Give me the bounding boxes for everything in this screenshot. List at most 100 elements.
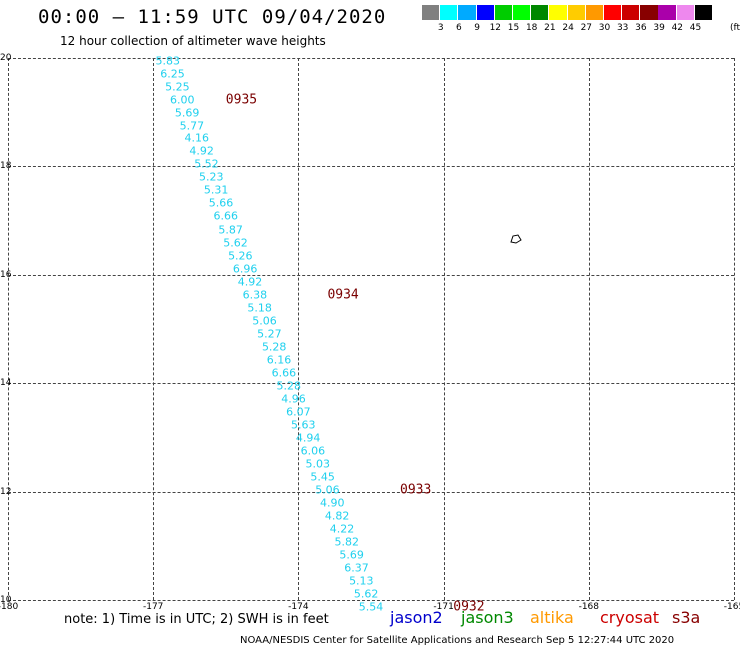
wave-height-point: 4.22 [329, 522, 355, 536]
legend-swatch [603, 5, 622, 20]
wave-height-point: 4.94 [295, 431, 321, 445]
satellite-legend-jason3: jason3 [461, 608, 514, 627]
wave-height-point: 5.18 [247, 301, 272, 315]
wave-height-point: 5.31 [203, 183, 229, 197]
grid-line-parallel [8, 491, 734, 493]
latitude-tick-label: 12 [0, 486, 12, 497]
wave-height-point: 4.96 [281, 392, 306, 406]
longitude-tick-label: -171 [433, 602, 454, 612]
legend-swatch [422, 5, 440, 20]
wave-height-point: 5.83 [155, 54, 180, 68]
longitude-tick-label: -177 [142, 602, 164, 612]
wave-height-point: 5.66 [208, 196, 234, 210]
legend-swatch [585, 5, 603, 20]
latitude-tick-label: 20 [0, 53, 12, 63]
wave-height-point: 4.92 [237, 275, 263, 289]
units-note: note: 1) Time is in UTC; 2) SWH is in fe… [64, 612, 329, 627]
legend-level-label: 15 [507, 23, 520, 33]
satellite-legend-jason2: jason2 [390, 608, 443, 627]
wave-height-point: 5.62 [223, 236, 248, 250]
legend-swatch [494, 5, 513, 20]
wave-height-point: 5.69 [174, 106, 200, 120]
legend-swatches [422, 5, 713, 20]
longitude-tick-label: -180 [0, 602, 19, 612]
pass-time-label: 0935 [225, 92, 258, 108]
wave-height-point: 5.06 [252, 314, 277, 328]
legend-swatch [512, 5, 531, 20]
wave-height-point: 5.27 [257, 327, 282, 341]
latitude-tick-label: 18 [0, 161, 12, 172]
grid-line-parallel [8, 166, 734, 168]
longitude-tick-label: -165 [723, 602, 740, 612]
legend-level-label: 39 [653, 23, 665, 33]
wave-height-point: 5.28 [261, 340, 287, 354]
grid-line-meridian [443, 58, 445, 600]
wave-height-point: 5.77 [179, 119, 205, 133]
legend-level-label: 30 [598, 23, 611, 33]
grid-line-parallel [8, 58, 734, 59]
wave-height-point: 6.66 [271, 366, 297, 380]
legend-swatch [440, 5, 458, 20]
satellite-legend-s3a: s3a [672, 608, 701, 627]
wave-height-point: 6.38 [242, 288, 268, 302]
legend-swatch [694, 5, 713, 20]
wave-height-point: 5.03 [305, 457, 331, 471]
page-title: 00:00 — 11:59 UTC 09/04/2020 [38, 6, 387, 28]
wave-height-point: 4.92 [189, 144, 214, 158]
grid-line-parallel [8, 600, 734, 601]
wave-height-point: 6.25 [160, 67, 185, 81]
pass-time-label: 0932 [453, 599, 485, 615]
wave-height-point: 5.45 [310, 470, 335, 484]
grid-line-meridian [588, 58, 590, 600]
wave-height-point: 5.28 [276, 379, 301, 393]
map-plot-area: 5.83 6.25 5.25 6.00 5.69 5.77 4.16 4.92 5.52 5.23… [8, 54, 735, 615]
wave-height-point: 6.06 [300, 444, 326, 458]
legend-swatch [658, 5, 676, 20]
latitude-tick-label: 14 [0, 378, 12, 389]
wave-height-point: 6.07 [286, 405, 311, 419]
wave-height-point: 5.52 [194, 157, 219, 171]
legend-swatch [567, 5, 585, 20]
wave-height-point: 6.66 [213, 209, 239, 223]
legend-level-label: 24 [562, 23, 574, 33]
pass-time-label: 0934 [327, 287, 359, 303]
legend-level-label: 21 [544, 23, 556, 33]
island-marker [510, 234, 522, 244]
satellite-legend-altika: altika [530, 608, 574, 627]
satellite-legend-cryosat: cryosat [600, 608, 660, 627]
legend-swatch [622, 5, 640, 20]
legend-swatch [458, 5, 476, 20]
wave-height-point: 4.16 [184, 131, 210, 145]
wave-height-point: 4.90 [320, 496, 345, 510]
grid-line-meridian [8, 58, 9, 600]
legend-swatch [676, 5, 694, 20]
grid-line-parallel [8, 383, 734, 385]
latitude-tick-label: 16 [0, 269, 12, 280]
wave-height-point: 6.16 [266, 353, 292, 367]
legend-swatch [640, 5, 658, 20]
wave-height-point: 5.87 [218, 223, 243, 237]
wave-height-point: 5.13 [349, 574, 374, 588]
wave-height-point: 4.82 [324, 509, 350, 523]
wave-height-point: 5.69 [339, 548, 364, 562]
grid-line-meridian [153, 58, 155, 600]
wave-height-point: 5.54 [358, 600, 384, 614]
legend-level-label: 9 [474, 23, 480, 33]
legend-level-label: 18 [525, 23, 538, 33]
wave-height-point: 5.25 [165, 80, 190, 94]
legend-level-label: 6 [456, 23, 462, 33]
wave-height-point: 5.26 [228, 249, 253, 263]
legend-level-label: 45 [689, 23, 702, 33]
wave-height-point: 5.23 [199, 170, 224, 184]
legend-level-label: 12 [489, 23, 502, 33]
grid-line-meridian [298, 58, 300, 600]
latitude-tick-label: 10 [0, 595, 12, 605]
legend-swatch [549, 5, 567, 20]
wave-height-point: 5.06 [315, 483, 340, 497]
wave-height-point: 5.63 [290, 418, 316, 432]
legend-level-label: 3 [437, 23, 444, 33]
page-subtitle: 12 hour collection of altimeter wave hei… [60, 34, 326, 48]
legend-level-label: 27 [580, 23, 593, 33]
legend-level-label: 36 [635, 23, 647, 33]
